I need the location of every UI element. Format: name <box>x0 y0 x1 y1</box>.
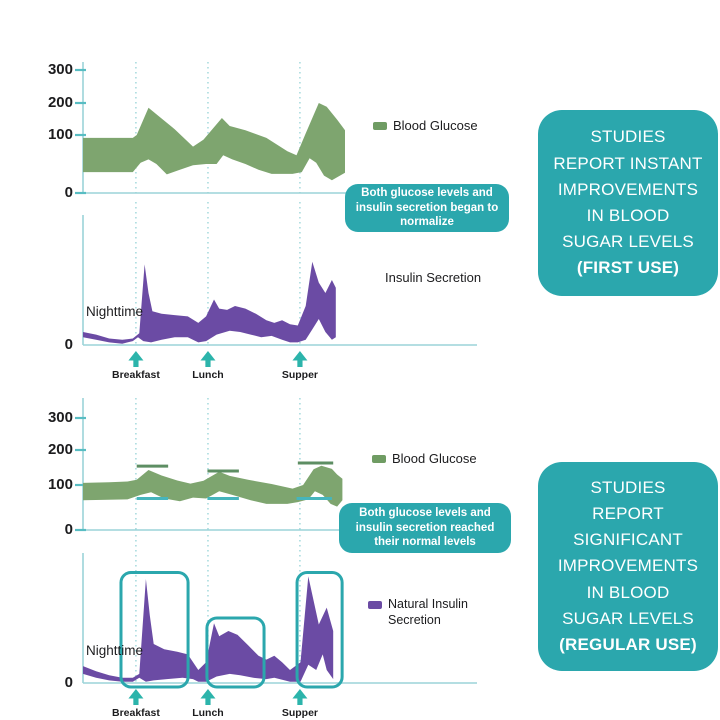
legend-natural-insulin-secretion: Natural Insulin Secretion <box>368 597 490 628</box>
area-band <box>83 465 343 507</box>
highlight-box <box>295 571 344 689</box>
blood-glucose-swatch-icon <box>373 122 387 130</box>
blood-glucose-first-use-plot <box>75 62 477 195</box>
y-tick-label: 100 <box>47 476 73 493</box>
panel-line: IMPROVEMENTS <box>557 179 699 199</box>
panel-emphasis-line: (FIRST USE) <box>576 258 680 278</box>
legend-blood-glucose-first: Blood Glucose <box>373 118 478 134</box>
blood-glucose-first-use-chart: 300 200 100 0 <box>40 50 490 215</box>
nighttime-label: Nighttime <box>86 304 144 319</box>
panel-line: SIGNIFICANT <box>573 530 683 550</box>
meal-arrow-icon <box>200 351 216 367</box>
panel-first-use-text: STUDIES REPORT INSTANT IMPROVEMENTS IN BLOO… <box>553 124 702 281</box>
legend-label: Blood Glucose <box>392 451 477 466</box>
meal-arrow-icon <box>128 689 144 705</box>
natural-insulin-secretion-regular-use-plot <box>82 535 477 705</box>
panel-line: SUGAR LEVELS <box>562 232 694 252</box>
natural-insulin-swatch-icon <box>368 601 382 609</box>
callout-text: Both glucose levels and insulin secretio… <box>355 186 499 229</box>
y-tick-label: 300 <box>47 409 73 426</box>
panel-regular-use: STUDIES REPORT SIGNIFICANT IMPROVEMENTS IN B… <box>538 462 718 671</box>
panel-first-use: STUDIES REPORT INSTANT IMPROVEMENTS IN BLOO… <box>538 110 718 296</box>
panel-line: IMPROVEMENTS <box>557 556 699 576</box>
panel-emphasis-line: (REGULAR USE) <box>559 634 697 654</box>
meal-label: Supper <box>281 369 318 381</box>
y-tick-label: 0 <box>64 521 73 538</box>
meal-arrow-icon <box>200 689 216 705</box>
insulin-secretion-first-use-chart: 0 Breakfast Lunch Supper Nighttime <box>40 200 490 385</box>
legend-label: Natural Insulin Secretion <box>388 597 468 627</box>
nighttime-label: Nighttime <box>86 643 144 658</box>
meal-arrow-icon <box>292 689 308 705</box>
panel-line: SUGAR LEVELS <box>562 608 694 628</box>
panel-regular-use-text: STUDIES REPORT SIGNIFICANT IMPROVEMENTS IN B… <box>558 475 698 658</box>
panel-line: STUDIES <box>590 477 666 497</box>
meal-label: Breakfast <box>111 369 160 381</box>
blood-glucose-swatch-icon <box>372 455 386 463</box>
panel-line: REPORT <box>592 504 664 524</box>
meal-arrow-icon <box>128 351 144 367</box>
blood-glucose-regular-use-chart: 300 200 100 0 <box>40 388 490 553</box>
area-band <box>83 261 336 344</box>
callout-reached-normal-levels: Both glucose levels and insulin secretio… <box>339 503 511 553</box>
blood-glucose-regular-use-plot <box>75 398 477 532</box>
callout-text: Both glucose levels and insulin secretio… <box>355 506 495 549</box>
y-tick-label: 200 <box>47 94 73 111</box>
highlight-box <box>119 571 190 689</box>
natural-insulin-secretion-regular-use-chart: 0 Breakfast Lunch Supper Nighttime <box>40 535 490 720</box>
area-band <box>83 576 334 682</box>
y-tick-label: 100 <box>47 126 73 143</box>
meal-label: Lunch <box>192 707 224 719</box>
legend-label: Blood Glucose <box>393 118 478 133</box>
y-tick-label: 0 <box>64 674 73 691</box>
meal-label: Supper <box>281 707 318 719</box>
area-band <box>83 103 345 181</box>
panel-line: REPORT INSTANT <box>553 153 703 173</box>
y-tick-label: 300 <box>47 61 73 78</box>
highlight-box <box>205 616 266 689</box>
panel-line: IN BLOOD <box>586 582 670 602</box>
y-tick-label: 0 <box>64 184 73 201</box>
legend-label: Insulin Secretion <box>385 270 482 285</box>
callout-began-to-normalize: Both glucose levels and insulin secretio… <box>345 184 509 232</box>
panel-line: STUDIES <box>590 127 666 147</box>
meal-arrow-icon <box>292 351 308 367</box>
legend-blood-glucose-regular: Blood Glucose <box>372 451 477 467</box>
meal-label: Breakfast <box>111 707 160 719</box>
y-tick-label: 0 <box>64 336 73 353</box>
panel-line: IN BLOOD <box>586 206 670 225</box>
insulin-secretion-first-use-plot <box>82 202 477 367</box>
legend-insulin-secretion: Insulin Secretion <box>385 270 481 286</box>
y-tick-label: 200 <box>47 441 73 458</box>
meal-label: Lunch <box>192 369 224 381</box>
